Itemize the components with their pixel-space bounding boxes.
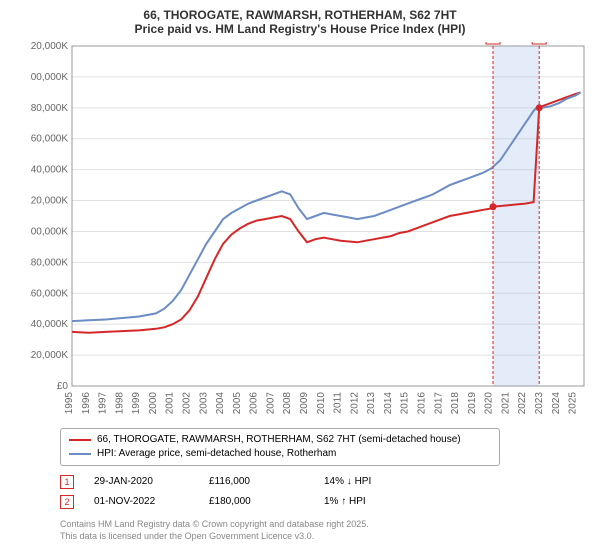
svg-text:2013: 2013: [366, 392, 377, 415]
svg-text:£140,000K: £140,000K: [30, 165, 68, 176]
svg-text:£20,000K: £20,000K: [30, 350, 68, 361]
svg-text:1997: 1997: [98, 392, 109, 415]
svg-text:£80,000K: £80,000K: [30, 257, 68, 268]
svg-text:2018: 2018: [450, 392, 461, 415]
event-price: £180,000: [209, 492, 304, 512]
svg-text:2006: 2006: [249, 392, 260, 415]
events-table: 1 29-JAN-2020 £116,000 14% ↓ HPI 2 01-NOV-202…: [60, 472, 590, 512]
svg-text:£160,000K: £160,000K: [30, 134, 68, 145]
svg-text:2011: 2011: [333, 392, 344, 414]
svg-text:1996: 1996: [81, 392, 92, 415]
svg-text:£0: £0: [57, 381, 69, 392]
svg-text:2012: 2012: [349, 392, 360, 415]
svg-text:2004: 2004: [215, 392, 226, 415]
svg-text:£120,000K: £120,000K: [30, 196, 68, 207]
svg-text:2000: 2000: [148, 392, 159, 415]
svg-text:2002: 2002: [182, 392, 193, 415]
svg-text:£180,000K: £180,000K: [30, 103, 68, 114]
legend: 66, THOROGATE, RAWMARSH, ROTHERHAM, S62 …: [60, 428, 500, 466]
legend-swatch: [69, 453, 91, 455]
chart-container: 66, THOROGATE, RAWMARSH, ROTHERHAM, S62 …: [0, 0, 600, 560]
svg-text:2005: 2005: [232, 392, 243, 415]
svg-text:2001: 2001: [165, 392, 176, 415]
event-delta: 14% ↓ HPI: [324, 472, 419, 492]
chart-svg: 12 £0£20,000K£40,000K£60,000K£80,000K£10…: [30, 42, 590, 422]
svg-text:2021: 2021: [500, 392, 511, 415]
svg-text:2016: 2016: [417, 392, 428, 415]
legend-label: HPI: Average price, semi-detached house,…: [97, 447, 336, 461]
svg-text:2022: 2022: [517, 392, 528, 415]
event-price: £116,000: [209, 472, 304, 492]
event-delta: 1% ↑ HPI: [324, 492, 419, 512]
svg-text:2020: 2020: [484, 392, 495, 415]
svg-text:£40,000K: £40,000K: [30, 319, 68, 330]
svg-text:2014: 2014: [383, 392, 394, 415]
svg-text:2009: 2009: [299, 392, 310, 415]
svg-text:2019: 2019: [467, 392, 478, 415]
legend-swatch: [69, 439, 91, 441]
svg-text:£220,000K: £220,000K: [30, 42, 68, 52]
svg-text:2017: 2017: [433, 392, 444, 415]
svg-text:1995: 1995: [64, 392, 75, 415]
svg-text:2007: 2007: [265, 392, 276, 415]
svg-text:£100,000K: £100,000K: [30, 226, 68, 237]
footer-line2: This data is licensed under the Open Gov…: [60, 530, 590, 542]
svg-text:2003: 2003: [198, 392, 209, 415]
svg-text:1999: 1999: [131, 392, 142, 415]
svg-text:2010: 2010: [316, 392, 327, 415]
event-marker-icon: 2: [60, 495, 74, 509]
svg-text:2025: 2025: [568, 392, 579, 415]
footer-line1: Contains HM Land Registry data © Crown c…: [60, 518, 590, 530]
title-line2: Price paid vs. HM Land Registry's House …: [10, 22, 590, 36]
legend-label: 66, THOROGATE, RAWMARSH, ROTHERHAM, S62 …: [97, 433, 461, 447]
svg-text:2023: 2023: [534, 392, 545, 415]
event-marker-icon: 1: [60, 475, 74, 489]
svg-text:£200,000K: £200,000K: [30, 72, 68, 83]
event-row: 2 01-NOV-2022 £180,000 1% ↑ HPI: [60, 492, 590, 512]
event-date: 01-NOV-2022: [94, 492, 189, 512]
chart-area: 12 £0£20,000K£40,000K£60,000K£80,000K£10…: [30, 42, 590, 422]
svg-text:2024: 2024: [551, 392, 562, 415]
legend-item: 66, THOROGATE, RAWMARSH, ROTHERHAM, S62 …: [69, 433, 491, 447]
event-date: 29-JAN-2020: [94, 472, 189, 492]
event-row: 1 29-JAN-2020 £116,000 14% ↓ HPI: [60, 472, 590, 492]
title-line1: 66, THOROGATE, RAWMARSH, ROTHERHAM, S62 …: [10, 8, 590, 22]
legend-item: HPI: Average price, semi-detached house,…: [69, 447, 491, 461]
svg-text:£60,000K: £60,000K: [30, 288, 68, 299]
svg-text:2008: 2008: [282, 392, 293, 415]
footer: Contains HM Land Registry data © Crown c…: [60, 518, 590, 542]
svg-text:1998: 1998: [114, 392, 125, 415]
title-block: 66, THOROGATE, RAWMARSH, ROTHERHAM, S62 …: [10, 8, 590, 36]
svg-text:2015: 2015: [400, 392, 411, 415]
